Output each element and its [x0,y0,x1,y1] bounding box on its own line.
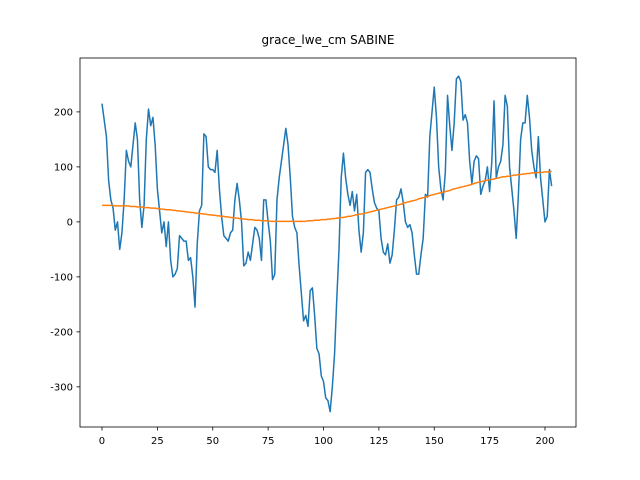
x-tick-label: 50 [206,436,219,447]
y-tick-label: 0 [67,217,73,228]
y-tick-label: -200 [50,327,73,338]
y-tick-label: -100 [50,272,73,283]
line [101,170,552,223]
x-tick-label: 0 [99,436,105,447]
x-tick-label: 200 [535,436,554,447]
x-tick-label: 175 [480,436,499,447]
x-tick-label: 100 [314,436,333,447]
y-tick-label: 200 [54,107,73,118]
x-tick-label: 125 [369,436,388,447]
y-tick-label: -300 [50,382,73,393]
x-tick-label: 25 [151,436,164,447]
x-tick-label: 75 [262,436,275,447]
chart-title: grace_lwe_cm SABINE [262,33,395,47]
x-tick-label: 150 [425,436,444,447]
plot-frame [79,57,577,428]
line [101,75,553,413]
y-tick-label: 100 [54,162,73,173]
